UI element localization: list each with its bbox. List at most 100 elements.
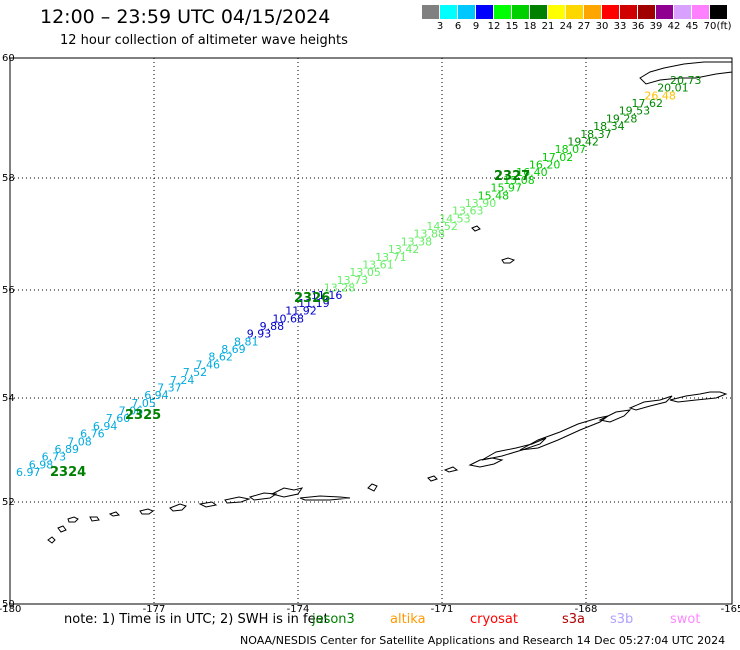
wave-height-label: 15.97 — [491, 182, 523, 195]
wave-height-label: 17.62 — [632, 97, 664, 110]
lat-tick-label: 58 — [2, 173, 15, 184]
footnote: note: 1) Time is in UTC; 2) SWH is in fe… — [64, 612, 329, 627]
legend-swatch — [476, 5, 493, 19]
wave-height-label: 11.19 — [298, 297, 330, 310]
legend-label: 21 — [541, 21, 555, 32]
wave-height-label: 15.08 — [503, 174, 535, 187]
lat-tick-label: 54 — [2, 393, 15, 404]
satellite-name: s3b — [610, 612, 634, 627]
legend-swatch — [548, 5, 565, 19]
wave-height-label: 9.93 — [247, 328, 271, 341]
legend-label: 18 — [523, 21, 537, 32]
wave-height-label: 6.76 — [80, 428, 105, 441]
legend-unit: (ft) — [716, 21, 732, 32]
wave-height-label: 13.61 — [362, 259, 394, 272]
wave-height-label: 10.68 — [273, 312, 305, 325]
wave-height-label: 6.98 — [29, 458, 54, 471]
wave-height-label: 6.94 — [93, 420, 118, 433]
wave-height-label: 13.38 — [401, 235, 433, 248]
lat-tick-label: 56 — [2, 285, 15, 296]
map-subtitle: 12 hour collection of altimeter wave hei… — [60, 33, 348, 48]
legend-label: 9 — [472, 21, 480, 32]
wave-height-label: 17.02 — [542, 151, 574, 164]
lon-tick-label: -168 — [575, 604, 598, 615]
legend-swatch — [494, 5, 511, 19]
wave-height-label: 13.05 — [349, 266, 381, 279]
wave-height-label: 14.53 — [439, 212, 471, 225]
lat-tick-label: 60 — [2, 53, 15, 64]
wave-height-label: 13.28 — [324, 282, 356, 295]
legend-swatch — [512, 5, 529, 19]
legend-swatch — [566, 5, 583, 19]
wave-height-label: 8.62 — [208, 351, 233, 364]
wave-height-label: 8.81 — [234, 335, 259, 348]
wave-height-label: 14.52 — [426, 220, 458, 233]
pass-number-label: 2326 — [294, 291, 330, 306]
legend-swatch — [602, 5, 619, 19]
pass-number-label: 2324 — [50, 465, 86, 480]
credit-line: NOAA/NESDIS Center for Satellite Applica… — [240, 634, 726, 647]
wave-height-label: 19.53 — [619, 105, 651, 118]
lon-tick-label: -171 — [431, 604, 454, 615]
wave-height-label: 20.73 — [670, 74, 702, 87]
wave-height-label: 26.48 — [644, 89, 676, 102]
legend-swatch — [530, 5, 547, 19]
legend-label: 27 — [577, 21, 591, 32]
wave-height-label: 7.46 — [196, 358, 221, 371]
legend-swatch — [584, 5, 601, 19]
satellite-name: altika — [390, 612, 426, 627]
legend-swatch — [440, 5, 457, 19]
legend-swatch — [692, 5, 709, 19]
wave-height-label: 6.73 — [42, 451, 67, 464]
graticule — [10, 58, 732, 604]
legend-label: 24 — [559, 21, 573, 32]
legend-swatch — [422, 5, 439, 19]
lon-tick-label: -174 — [287, 604, 310, 615]
legend-label: 6 — [454, 21, 462, 32]
lat-tick-label: 52 — [2, 497, 15, 508]
legend-swatch — [656, 5, 673, 19]
wave-height-label: 18.37 — [580, 128, 612, 141]
legend-label: 70 — [703, 21, 717, 32]
legend-label: 30 — [595, 21, 609, 32]
pass-labels: 2324 2325 2326 2327 — [50, 169, 530, 480]
wave-height-label: 13.42 — [388, 243, 420, 256]
legend-label: 15 — [505, 21, 519, 32]
legend-label: 33 — [613, 21, 627, 32]
satellite-name: jason3 — [312, 612, 355, 627]
lat-tick-label: 50 — [2, 599, 15, 610]
satellite-name: cryosat — [470, 612, 518, 627]
legend-label: 12 — [487, 21, 501, 32]
lon-tick-label: -165 — [721, 604, 740, 615]
legend-swatch — [710, 5, 727, 19]
wave-height-label: 19.28 — [606, 112, 638, 125]
wave-height-label: 6.89 — [55, 443, 80, 456]
coastline — [47, 61, 733, 544]
legend-label: 45 — [685, 21, 699, 32]
wave-height-label: 8.69 — [221, 343, 246, 356]
wave-height-label: 6.97 — [16, 466, 41, 479]
satellite-name: s3a — [562, 612, 586, 627]
wave-height-label: 18.07 — [555, 143, 587, 156]
satellite-name: swot — [670, 612, 701, 627]
wave-height-label: 18.34 — [593, 120, 625, 133]
wave-height-label: 7.08 — [67, 435, 92, 448]
wave-height-label: 19.42 — [567, 136, 599, 149]
lon-tick-label: -177 — [143, 604, 166, 615]
wave-height-label: 7.05 — [131, 397, 156, 410]
wave-height-label: 11.92 — [285, 305, 317, 318]
legend-label: 42 — [667, 21, 681, 32]
legend-swatch — [620, 5, 637, 19]
legend-swatch — [638, 5, 655, 19]
wave-height-label: 16.40 — [516, 166, 548, 179]
wave-height-label: 9.88 — [260, 320, 285, 333]
wave-height-label: 11.16 — [311, 289, 343, 302]
legend-label: 39 — [649, 21, 663, 32]
wave-height-label: 13.88 — [414, 228, 446, 241]
wave-height-label: 16.20 — [529, 159, 561, 172]
wave-height-label: 7.24 — [170, 374, 195, 387]
wave-height-label: 15.48 — [478, 189, 510, 202]
map-title: 12:00 – 23:59 UTC 04/15/2024 — [40, 6, 331, 28]
legend-label: 3 — [436, 21, 444, 32]
